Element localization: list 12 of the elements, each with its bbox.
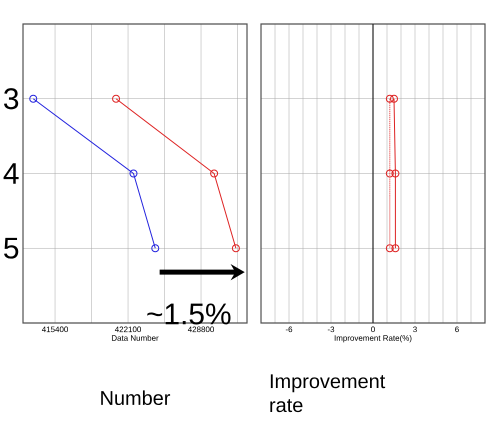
point bbox=[232, 244, 240, 252]
text: Improvement rate bbox=[270, 374, 386, 412]
y-tick-label: 4 bbox=[4, 163, 19, 184]
point bbox=[112, 94, 120, 103]
point bbox=[129, 169, 138, 178]
y-tick-label: 3 bbox=[4, 88, 18, 110]
text: Number bbox=[101, 390, 170, 406]
point bbox=[151, 244, 160, 252]
point bbox=[29, 94, 38, 103]
annotation: ~1.5% bbox=[147, 304, 230, 325]
y-tick-label: 5 bbox=[4, 238, 18, 259]
point bbox=[210, 169, 218, 178]
